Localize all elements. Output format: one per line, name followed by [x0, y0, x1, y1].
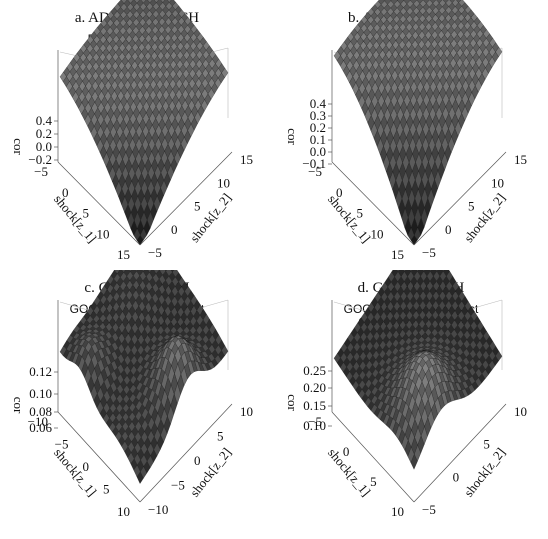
- y-tick-label: 0: [445, 222, 452, 237]
- chart-panel-d: d. GO−TGARCH GOGARCH News Impact Coeerla…: [274, 270, 548, 539]
- y-tick-label: 10: [240, 404, 253, 419]
- x-axis-line: [57, 161, 141, 246]
- z-tick-label: 0.15: [303, 398, 326, 413]
- surface-plot: 0.250.200.150.10cor−50510shock[z_1]−5051…: [285, 270, 527, 519]
- x-axis-label: shock[z_1]: [325, 192, 374, 246]
- x-tick-label: 5: [83, 206, 90, 221]
- z-tick-label: 0.4: [36, 113, 53, 128]
- x-tick-label: 5: [370, 474, 377, 489]
- x-tick-label: 0: [343, 444, 350, 459]
- y-tick-label: 10: [217, 175, 230, 190]
- x-axis-label: shock[z_1]: [51, 445, 100, 499]
- x-axis-line: [57, 411, 141, 503]
- x-tick-label: 10: [97, 226, 110, 241]
- x-tick-label: −5: [55, 437, 69, 452]
- chart-panel-b: b. ADCC−TGARCH DCC News Impact Coeerlati…: [274, 0, 548, 269]
- y-axis-line: [139, 403, 233, 503]
- y-tick-label: 0: [171, 222, 178, 237]
- x-tick-label: −5: [34, 164, 48, 179]
- x-tick-label: 0: [83, 459, 90, 474]
- z-tick-label: 0.08: [29, 404, 52, 419]
- surface-mesh: [333, 270, 503, 470]
- z-axis-label: cor: [11, 397, 26, 414]
- y-tick-label: 5: [483, 437, 490, 452]
- x-tick-label: 0: [336, 185, 343, 200]
- y-tick-label: 15: [240, 152, 253, 167]
- surface-mesh: [59, 270, 229, 484]
- x-tick-label: 10: [391, 504, 404, 519]
- surface-mesh: [59, 0, 229, 246]
- y-tick-label: 5: [217, 429, 224, 444]
- z-tick-label: 0.20: [303, 380, 326, 395]
- y-tick-label: −5: [148, 245, 162, 260]
- y-tick-label: 5: [194, 199, 201, 214]
- z-tick-label: 0.10: [29, 386, 52, 401]
- y-tick-label: 10: [491, 175, 504, 190]
- z-tick-label: 0.0: [36, 139, 52, 154]
- y-tick-label: −5: [422, 502, 436, 517]
- x-tick-label: 15: [391, 247, 404, 262]
- x-axis-label: shock[z_1]: [51, 192, 100, 246]
- z-tick-label: 0.2: [310, 120, 326, 135]
- x-tick-label: −10: [28, 414, 48, 429]
- surface-mesh: [333, 0, 503, 246]
- x-tick-label: 5: [103, 482, 110, 497]
- x-tick-label: −5: [308, 414, 322, 429]
- chart-panel-a: a. ADCC−SGARCH DCC News Impact Coeerlati…: [0, 0, 274, 269]
- chart-panel-c: c. GO−SGARCH GOGARCH News Impact Coeerla…: [0, 270, 274, 539]
- z-tick-label: −0.1: [302, 156, 326, 171]
- y-axis-line: [139, 151, 233, 246]
- z-tick-label: 0.12: [29, 364, 52, 379]
- z-axis-label: cor: [11, 138, 26, 155]
- z-tick-label: 0.06: [29, 420, 52, 435]
- surface-facet: [136, 471, 144, 484]
- x-tick-label: 15: [117, 247, 130, 262]
- x-tick-label: 10: [371, 226, 384, 241]
- y-axis-line: [413, 151, 507, 246]
- y-tick-label: 0: [194, 453, 201, 468]
- z-tick-label: 0.0: [310, 144, 326, 159]
- z-tick-label: 0.1: [310, 132, 326, 147]
- surface-facet: [410, 453, 418, 470]
- surface-plot: 0.120.100.080.06cor−10−50510shock[z_1]−1…: [11, 270, 253, 519]
- surface-plot: 0.40.30.20.10.0−0.1cor−5051015shock[z_1]…: [285, 0, 527, 262]
- x-axis-line: [331, 161, 415, 246]
- x-axis-line: [331, 411, 415, 503]
- y-tick-label: −5: [422, 245, 436, 260]
- y-tick-label: 10: [514, 404, 527, 419]
- z-tick-label: 0.25: [303, 363, 326, 378]
- z-axis-label: cor: [285, 394, 300, 411]
- y-tick-label: 0: [453, 469, 460, 484]
- y-axis-line: [413, 403, 507, 503]
- y-tick-label: 15: [514, 152, 527, 167]
- y-tick-label: −5: [171, 478, 185, 493]
- z-tick-label: 0.3: [310, 108, 326, 123]
- surface-plot: 0.40.20.0−0.2cor−5051015shock[z_1]−50510…: [11, 0, 253, 262]
- x-tick-label: −5: [308, 164, 322, 179]
- y-tick-label: 5: [468, 199, 475, 214]
- x-tick-label: 10: [117, 504, 130, 519]
- x-tick-label: 0: [62, 185, 69, 200]
- x-tick-label: 5: [357, 206, 364, 221]
- y-axis-label: shock[z_2]: [461, 445, 508, 500]
- z-tick-label: 0.4: [310, 96, 327, 111]
- z-axis-label: cor: [285, 128, 300, 145]
- z-tick-label: −0.2: [28, 152, 52, 167]
- y-tick-label: −10: [148, 502, 168, 517]
- z-tick-label: 0.10: [303, 418, 326, 433]
- z-tick-label: 0.2: [36, 126, 52, 141]
- x-axis-label: shock[z_1]: [325, 445, 374, 499]
